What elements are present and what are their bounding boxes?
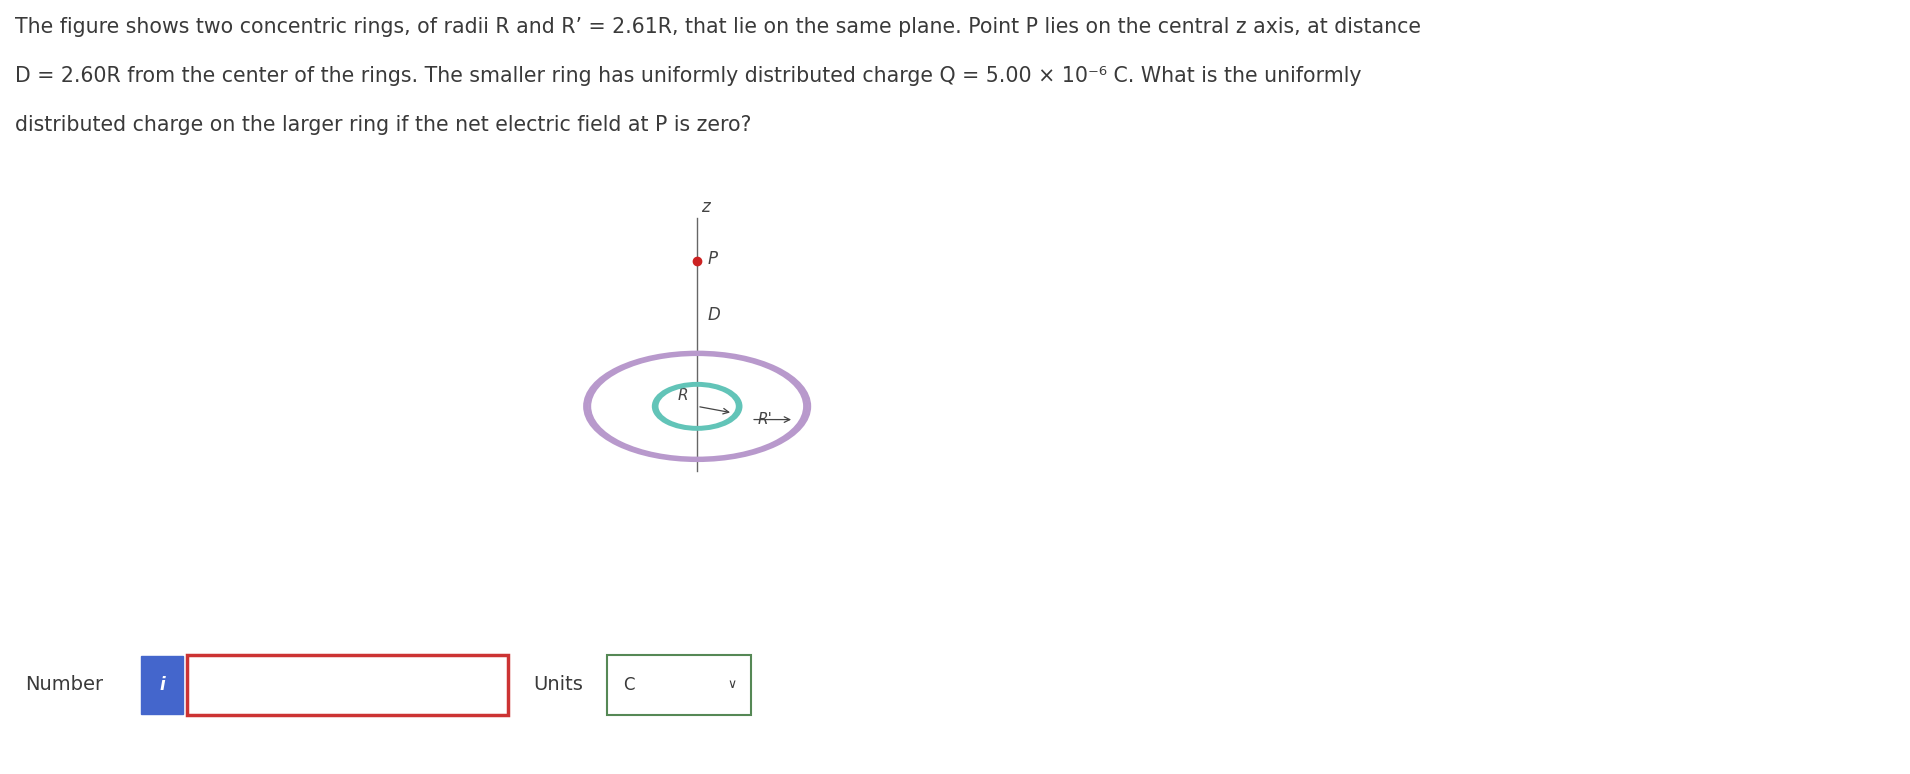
Text: C: C [623, 676, 634, 694]
Text: D = 2.60R from the center of the rings. The smaller ring has uniformly distribut: D = 2.60R from the center of the rings. … [15, 66, 1362, 86]
Text: Units: Units [533, 676, 583, 694]
FancyBboxPatch shape [187, 655, 508, 715]
Text: R: R [678, 388, 688, 402]
Text: Number: Number [25, 676, 103, 694]
FancyBboxPatch shape [607, 655, 751, 715]
Text: i: i [159, 676, 166, 694]
Text: D: D [707, 307, 720, 324]
Text: ∨: ∨ [728, 679, 735, 691]
Text: P: P [707, 250, 716, 269]
Text: The figure shows two concentric rings, of radii R and R’ = 2.61R, that lie on th: The figure shows two concentric rings, o… [15, 17, 1421, 37]
Text: distributed charge on the larger ring if the net electric field at P is zero?: distributed charge on the larger ring if… [15, 115, 753, 135]
Text: z: z [701, 198, 711, 217]
FancyBboxPatch shape [141, 656, 183, 714]
Text: R': R' [756, 412, 772, 427]
